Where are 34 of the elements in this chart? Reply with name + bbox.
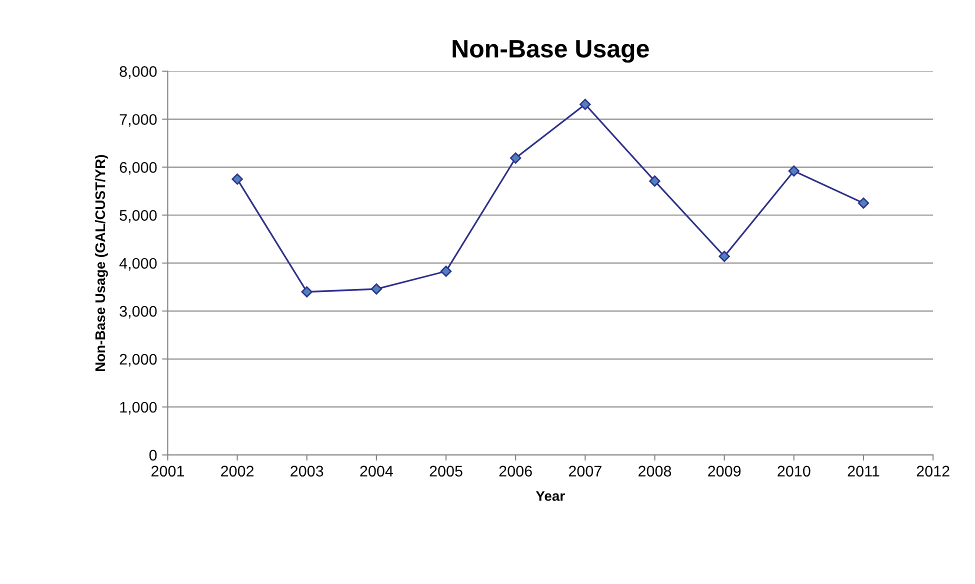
y-tick-label: 3,000 bbox=[120, 306, 157, 319]
x-tick-label: 2011 bbox=[848, 466, 880, 477]
point bbox=[580, 98, 591, 110]
point bbox=[718, 250, 730, 262]
x-tick-label: 2008 bbox=[638, 466, 672, 477]
chart-title: Non-Base Usage bbox=[452, 40, 649, 63]
y-tick-label: 7,000 bbox=[120, 114, 157, 127]
y-tick-label: 8,000 bbox=[120, 66, 157, 79]
point bbox=[649, 175, 660, 187]
x-tick-label: 2002 bbox=[221, 466, 254, 477]
x-tick-label: 2003 bbox=[290, 466, 324, 477]
y-tick-label: 2,000 bbox=[120, 354, 157, 367]
x-tick-label: 2006 bbox=[499, 466, 532, 477]
y-tick-label: 4,000 bbox=[119, 258, 157, 271]
x-tick-label: 2005 bbox=[430, 466, 462, 477]
y-axis-title: Non-Base Usage (GAL/CUST/YR) bbox=[94, 154, 108, 371]
point bbox=[301, 286, 312, 298]
x-tick-label: 2007 bbox=[568, 466, 602, 477]
point bbox=[788, 165, 800, 177]
x-tick-label: 2012 bbox=[916, 466, 950, 477]
x-tick-label: 2004 bbox=[360, 466, 393, 477]
y-tick-label: 1,000 bbox=[120, 402, 157, 414]
x-tick-label: 2009 bbox=[708, 466, 741, 477]
point bbox=[510, 152, 522, 164]
point bbox=[232, 174, 243, 185]
y-tick-label: 0 bbox=[149, 450, 157, 461]
point bbox=[440, 266, 452, 277]
x-axis-title: Year bbox=[536, 491, 565, 501]
y-tick-label: 5,000 bbox=[120, 210, 157, 223]
point bbox=[370, 283, 382, 295]
x-tick-label: 2010 bbox=[778, 466, 810, 477]
y-tick-label: 6,000 bbox=[120, 162, 157, 175]
x-tick-label: 2001 bbox=[151, 466, 184, 477]
point bbox=[858, 198, 870, 209]
